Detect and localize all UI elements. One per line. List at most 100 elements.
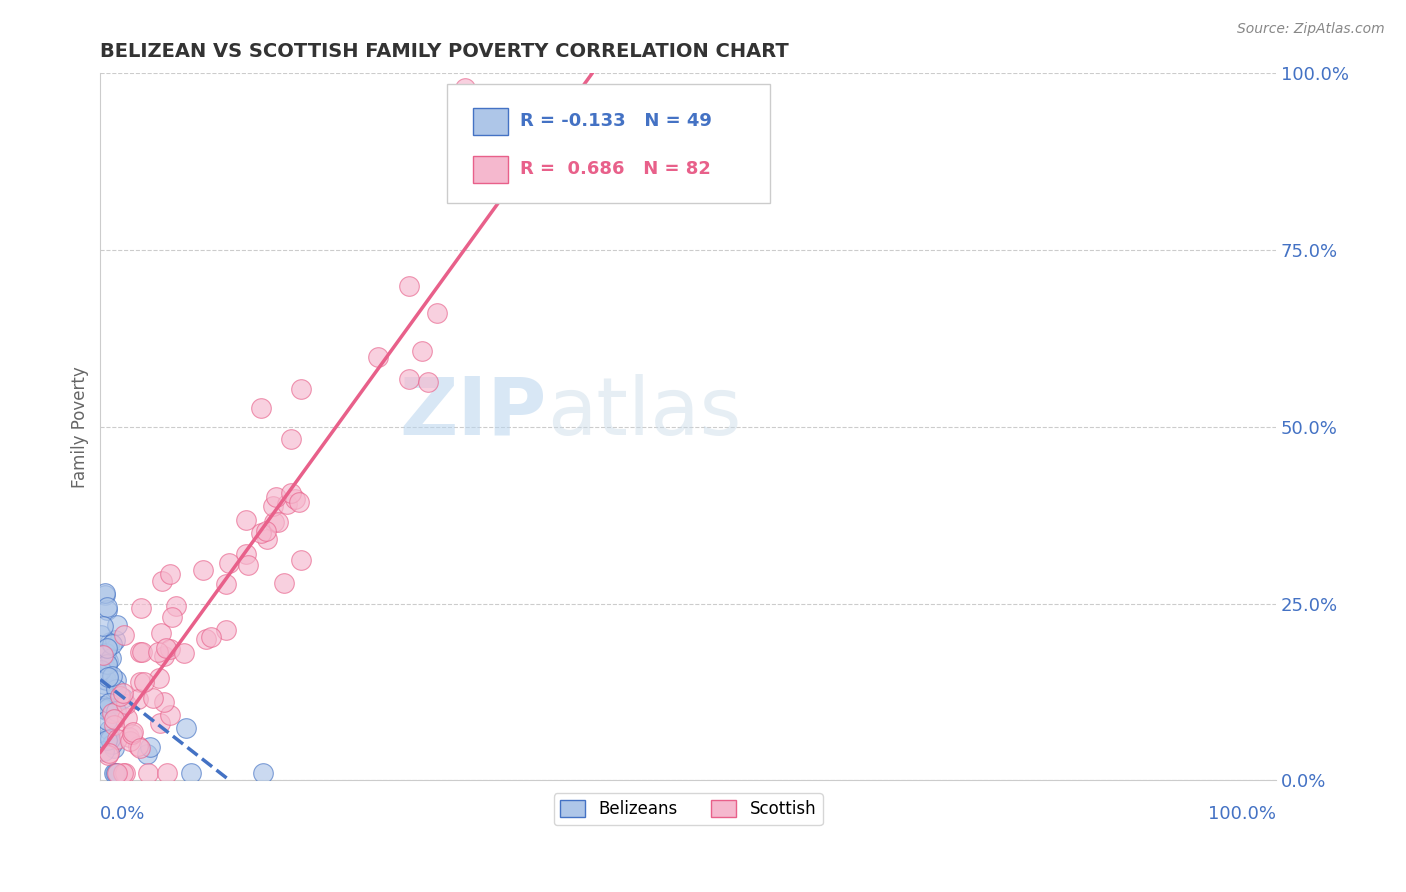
Point (148, 671, 170, 685)
Point (104, 632, 127, 647)
Point (93, 618, 115, 632)
Point (262, 499, 284, 513)
Point (104, 681, 127, 696)
Point (93, 677, 115, 691)
Point (103, 766, 125, 780)
Point (114, 697, 136, 711)
Point (191, 562, 214, 576)
Point (398, 279, 420, 293)
Point (215, 623, 238, 637)
FancyBboxPatch shape (472, 108, 509, 135)
Point (90, 663, 112, 677)
Point (96, 641, 118, 656)
Point (135, 747, 157, 761)
Point (97, 696, 120, 710)
Point (235, 547, 257, 561)
Point (132, 675, 155, 690)
Point (153, 648, 176, 663)
Point (200, 630, 222, 644)
Point (105, 731, 128, 746)
Point (155, 641, 177, 656)
Point (103, 713, 125, 727)
Point (96, 673, 118, 687)
Point (91, 699, 114, 714)
Point (160, 610, 183, 624)
Point (238, 558, 260, 572)
Point (118, 734, 141, 748)
Point (105, 618, 128, 632)
Text: 0.0%: 0.0% (100, 805, 146, 823)
Point (280, 432, 302, 446)
Point (118, 730, 141, 744)
Point (150, 574, 173, 589)
Point (93, 672, 115, 686)
Point (97, 654, 120, 668)
Point (105, 673, 128, 687)
Point (97, 701, 120, 715)
Point (218, 557, 240, 571)
Point (98, 747, 121, 761)
Point (146, 645, 169, 659)
Point (96, 733, 118, 747)
Text: Source: ZipAtlas.com: Source: ZipAtlas.com (1237, 22, 1385, 37)
Point (284, 492, 307, 507)
Point (153, 695, 176, 709)
Point (263, 515, 285, 529)
FancyBboxPatch shape (447, 84, 770, 202)
Point (96, 602, 118, 616)
Point (105, 704, 128, 718)
Point (111, 691, 134, 706)
Point (103, 718, 125, 732)
Text: atlas: atlas (547, 374, 741, 451)
Point (114, 766, 136, 780)
Point (215, 577, 238, 591)
Point (273, 575, 295, 590)
Point (96, 657, 118, 672)
Point (264, 490, 287, 504)
Point (288, 495, 311, 509)
Point (127, 692, 149, 706)
Text: R = -0.133   N = 49: R = -0.133 N = 49 (520, 112, 711, 130)
Point (131, 645, 153, 659)
Point (418, 376, 440, 390)
Point (398, 372, 420, 386)
Y-axis label: Family Poverty: Family Poverty (72, 366, 89, 488)
Point (100, 706, 122, 720)
Point (180, 766, 202, 780)
Point (101, 668, 124, 682)
Point (149, 716, 172, 731)
Point (165, 599, 187, 613)
Point (121, 727, 143, 741)
Point (159, 567, 181, 582)
Point (173, 646, 195, 660)
Point (98, 723, 121, 737)
Point (96, 600, 118, 615)
Point (129, 645, 152, 659)
Point (174, 721, 197, 735)
Text: R =  0.686   N = 82: R = 0.686 N = 82 (520, 160, 711, 178)
Point (136, 766, 159, 780)
Point (104, 766, 127, 780)
FancyBboxPatch shape (472, 156, 509, 183)
Point (454, 80, 477, 95)
Point (276, 497, 298, 511)
Text: ZIP: ZIP (399, 374, 547, 451)
Point (93, 701, 115, 715)
Text: BELIZEAN VS SCOTTISH FAMILY POVERTY CORRELATION CHART: BELIZEAN VS SCOTTISH FAMILY POVERTY CORR… (100, 42, 789, 61)
Point (159, 642, 181, 657)
Point (129, 600, 152, 615)
Point (94, 588, 117, 602)
Point (94, 586, 117, 600)
Point (252, 766, 274, 780)
Point (98, 635, 121, 649)
Point (155, 766, 177, 780)
Point (101, 737, 124, 751)
Point (96, 663, 118, 677)
Point (426, 306, 449, 320)
Point (411, 344, 433, 359)
Point (101, 636, 124, 650)
Point (91, 683, 114, 698)
Point (98, 729, 121, 743)
Point (256, 532, 278, 546)
Point (91, 648, 114, 663)
